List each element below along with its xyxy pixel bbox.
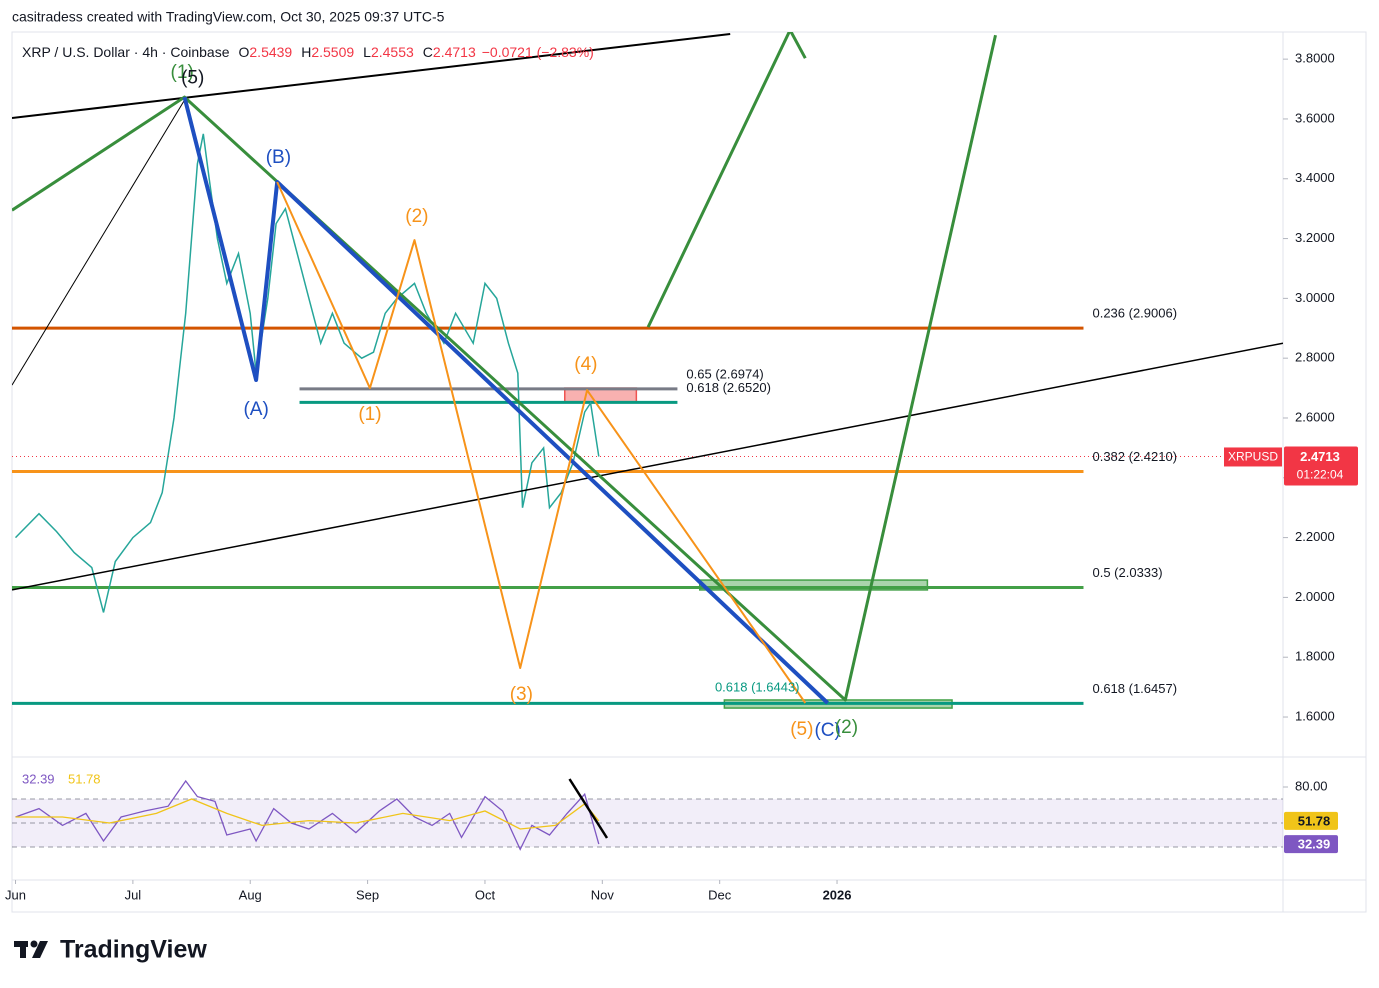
rsi-value: 32.39 — [22, 771, 55, 786]
trend-drawing — [568, 778, 609, 839]
x-tick-label: Oct — [475, 887, 496, 902]
logo-shape — [32, 941, 48, 958]
fib-label: 0.618 (2.6520) — [686, 380, 771, 395]
rsi-tag — [1284, 835, 1338, 854]
quote-label: C — [423, 44, 433, 60]
wave-label: (2) — [835, 717, 858, 738]
logo: TradingView — [14, 936, 207, 964]
trend-drawing — [12, 33, 731, 119]
quote-label: L — [363, 44, 371, 60]
wave-label: 0.618 (1.6443) — [715, 679, 800, 694]
fib-label: 0.5 (2.0333) — [1092, 565, 1162, 580]
price-line — [14, 133, 600, 613]
title: XRP / U.S. Dollar · 4h · Coinbase — [22, 44, 230, 60]
logo-shape — [20, 941, 26, 958]
price-tag-label: 2.4713 — [1300, 449, 1340, 464]
change: −0.0721 (−2.83%) — [482, 44, 594, 60]
trend-drawing — [182, 96, 829, 705]
y-tick-label: 2.8000 — [1295, 350, 1335, 365]
y-tick-label: 3.0000 — [1295, 290, 1335, 305]
overlay: 1.60001.80002.00002.20002.40002.60002.80… — [5, 51, 1358, 902]
wave-label: (5) — [181, 67, 204, 88]
fib-label: 0.618 (1.6457) — [1092, 681, 1177, 696]
trend-drawing — [12, 342, 1283, 591]
y-tick-label: 1.6000 — [1295, 708, 1335, 723]
series-line — [15, 779, 600, 851]
countdown: 01:22:04 — [1297, 468, 1344, 482]
rsi-tag-label: 51.78 — [1298, 813, 1331, 828]
quote-value: 2.5509 — [311, 44, 354, 60]
y-tick-label: 3.2000 — [1295, 230, 1335, 245]
wave-label: (B) — [266, 147, 291, 168]
logo-shape — [30, 940, 38, 948]
x-tick-label: Dec — [708, 887, 732, 902]
wave-label: (3) — [510, 684, 533, 705]
y-tick-label: 2.2000 — [1295, 529, 1335, 544]
wave-label: (5) — [790, 719, 813, 740]
price-pane: 0.236 (2.9006) 0.65 (2.6974)0.618 (2.6520… — [12, 32, 1283, 741]
trend-drawing — [276, 181, 807, 704]
wave-label: (4) — [574, 354, 597, 375]
rsi-pane — [12, 778, 1283, 851]
quote-value: 2.4713 — [433, 44, 476, 60]
quote-label: O — [239, 44, 250, 60]
x-tick-label: Jun — [5, 887, 26, 902]
y-tick-label: 3.4000 — [1295, 170, 1335, 185]
rsi-value: 51.78 — [68, 771, 101, 786]
legend-line: XRP / U.S. Dollar · 4h · Coinbase O2.5439… — [22, 44, 594, 60]
wave-label: (A) — [243, 399, 268, 420]
wave-label: (2) — [405, 206, 428, 227]
y-tick-label: 3.6000 — [1295, 110, 1335, 125]
y-tick-label: 3.8000 — [1295, 51, 1335, 66]
y-tick-label: 1.8000 — [1295, 649, 1335, 664]
x-tick-label: Sep — [356, 887, 379, 902]
wave-label: (1) — [171, 62, 194, 83]
fib-label: 0.382 (2.4210) — [1092, 449, 1177, 464]
x-tick-label: Jul — [125, 887, 142, 902]
x-tick-label: Aug — [239, 887, 262, 902]
series-line — [15, 798, 600, 830]
quote-value: 2.4553 — [371, 44, 414, 60]
symbol-tag — [1224, 447, 1282, 467]
symbol-tag-label: XRPUSD — [1228, 450, 1278, 464]
zone — [698, 579, 929, 591]
fib-label: 0.236 (2.9006) — [1092, 306, 1177, 321]
y-tick-label: 2.6000 — [1295, 409, 1335, 424]
rsi-tag-label: 32.39 — [1298, 837, 1331, 852]
trend-drawing — [12, 99, 185, 386]
trend-drawing — [646, 32, 807, 328]
y-tick-label: 2.0000 — [1295, 589, 1335, 604]
x-tick-label: 2026 — [823, 887, 852, 902]
quote-label: H — [301, 44, 311, 60]
header: casitradess created with TradingView.com… — [12, 9, 445, 25]
x-tick-label: Nov — [591, 887, 615, 902]
wave-label: (1) — [358, 404, 381, 425]
quote-value: 2.5439 — [249, 44, 292, 60]
wave-label: (C) — [814, 720, 840, 741]
fib-label: 0.65 (2.6974) — [686, 366, 763, 381]
trend-drawing — [12, 34, 997, 702]
price-tag — [1284, 446, 1358, 486]
footer: TradingView — [60, 936, 207, 964]
quote: O2.5439 H2.5509 L2.4553 C2.4713 — [239, 44, 476, 60]
y-tick-label: 80.00 — [1295, 778, 1328, 793]
rsi-tag — [1284, 811, 1338, 830]
